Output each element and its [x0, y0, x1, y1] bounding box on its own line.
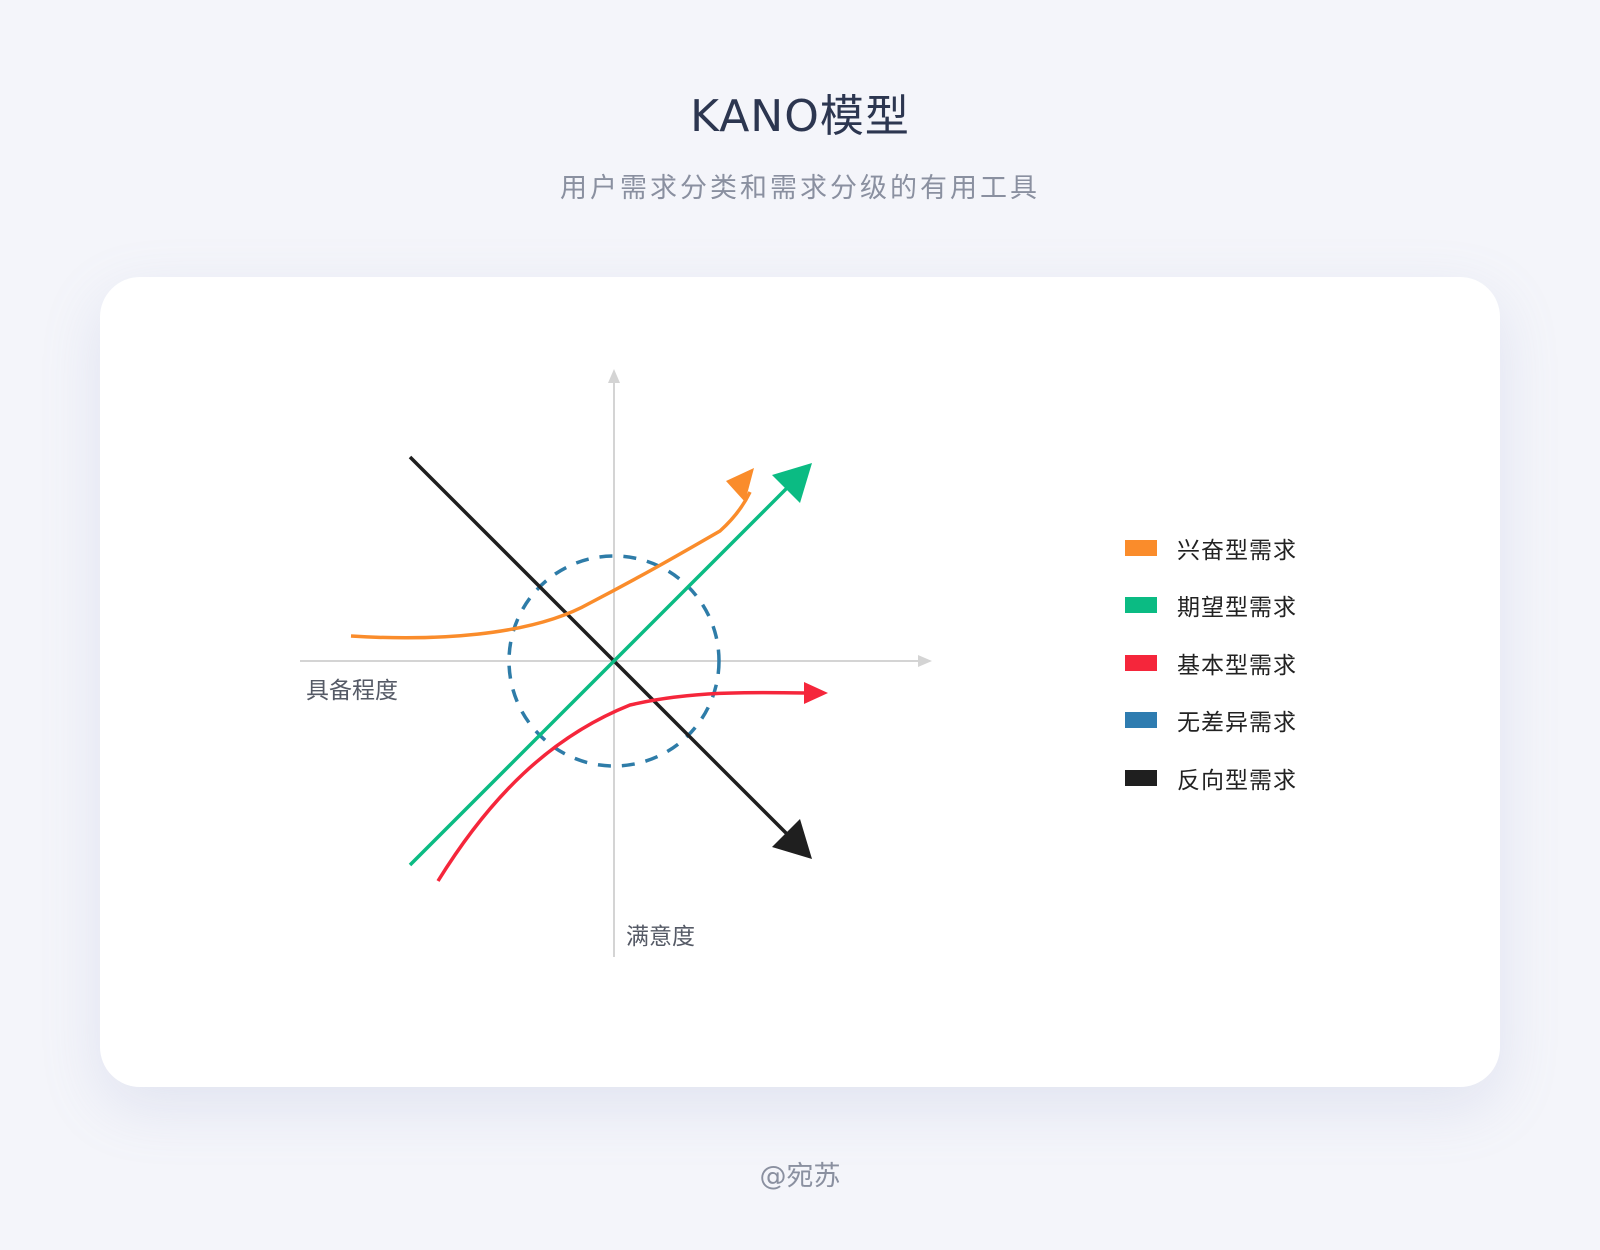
reverse-requirement-line — [408, 455, 792, 839]
legend-item: 反向型需求 — [1125, 749, 1297, 807]
author-credit: @宛苏 — [759, 1161, 841, 1192]
indifferent-requirement-circle — [507, 554, 721, 768]
legend-label: 无差异需求 — [1177, 710, 1297, 737]
x-axis-label: 具备程度 — [306, 678, 398, 704]
excitement-requirement-curve — [350, 491, 752, 640]
diagram-card: 具备程度 满意度 兴奋型需求 期望型需求 基本型需求 无差异需求 反向型需求 — [100, 277, 1500, 1087]
y-axis-label: 满意度 — [626, 924, 695, 950]
legend-swatch — [1125, 769, 1157, 786]
kano-diagram — [300, 369, 932, 957]
expected-requirement-arrowhead — [772, 463, 812, 503]
basic-requirement-arrowhead — [804, 682, 828, 704]
page-title: KANO模型 — [690, 91, 910, 142]
legend-item: 期望型需求 — [1125, 577, 1297, 635]
legend: 兴奋型需求 期望型需求 基本型需求 无差异需求 反向型需求 — [1125, 519, 1297, 807]
legend-swatch — [1125, 597, 1157, 614]
legend-item: 兴奋型需求 — [1125, 519, 1297, 577]
legend-label: 基本型需求 — [1177, 652, 1297, 679]
y-axis-arrowhead — [608, 369, 620, 383]
excitement-requirement-arrowhead — [726, 468, 754, 502]
legend-swatch — [1125, 712, 1157, 729]
x-axis-arrowhead — [918, 655, 932, 667]
legend-label: 兴奋型需求 — [1177, 537, 1297, 564]
legend-label: 期望型需求 — [1177, 595, 1297, 622]
legend-label: 反向型需求 — [1177, 767, 1297, 794]
legend-item: 无差异需求 — [1125, 692, 1297, 750]
expected-requirement-line — [408, 481, 794, 867]
legend-swatch — [1125, 654, 1157, 671]
page-subtitle: 用户需求分类和需求分级的有用工具 — [560, 173, 1040, 204]
legend-swatch — [1125, 539, 1157, 556]
legend-item: 基本型需求 — [1125, 634, 1297, 692]
reverse-requirement-arrowhead — [772, 819, 812, 859]
basic-requirement-curve — [436, 690, 807, 882]
